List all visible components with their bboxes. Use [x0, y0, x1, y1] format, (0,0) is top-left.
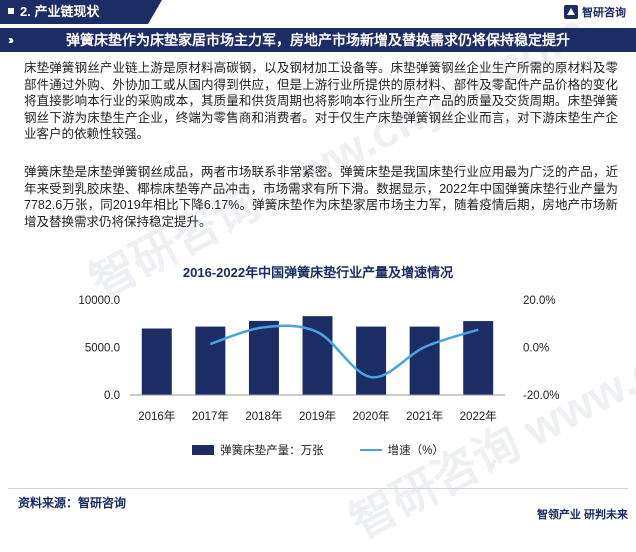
- y-right-tick-label: 0.0%: [523, 343, 549, 355]
- headline-text: 弹簧床垫作为床垫家居市场主力军，房地产市场新增及替换需求仍将保持稳定提升: [66, 32, 570, 48]
- x-tick-label: 2018年: [245, 409, 282, 423]
- chart-title: 2016-2022年中国弹簧床垫行业产量及增速情况: [182, 265, 454, 280]
- footer-slogan: 智领产业 研判未来: [536, 509, 628, 521]
- section-header: 2. 产业链现状 智研咨询: [0, 0, 636, 24]
- source-note: 资料来源：智研咨询: [18, 496, 127, 510]
- chevron-icon: ›››: [8, 33, 14, 47]
- growth-line: [209, 324, 479, 379]
- x-tick-label: 2016年: [138, 409, 175, 423]
- x-tick-label: 2022年: [460, 409, 497, 423]
- legend-label-growth: 增速（%）: [387, 445, 444, 457]
- y-left-tick-label: 0.0: [104, 390, 120, 402]
- production-growth-chart: 0.0 5000.0 10000.0 -20.0% 0.0% 20.0% 2016年 2017…: [78, 295, 559, 423]
- x-tick-label: 2019年: [299, 409, 336, 423]
- bar: [409, 326, 440, 395]
- paragraph-1: 床垫弹簧钢丝产业链上游是原材料高碳钢，以及钢材加工设备等。床垫弹簧钢丝企业生产所…: [24, 61, 618, 141]
- y-left-tick-label: 5000.0: [85, 343, 120, 355]
- y-left-tick-label: 10000.0: [78, 295, 120, 307]
- logo-icon: [564, 5, 578, 19]
- x-tick-label: 2017年: [192, 409, 229, 423]
- logo-text: 智研咨询: [582, 7, 626, 19]
- bar: [356, 326, 387, 395]
- bar: [141, 328, 172, 395]
- headline-banner: ››› 弹簧床垫作为床垫家居市场主力军，房地产市场新增及替换需求仍将保持稳定提升: [0, 28, 636, 52]
- bar: [248, 320, 279, 395]
- legend-item-line: 增速（%）: [359, 442, 444, 458]
- paragraph-2: 弹簧床垫是床垫弹簧钢丝成品，两者市场联系非常紧密。弹簧床垫是我国床垫行业应用最为…: [24, 165, 618, 229]
- y-right-tick-label: 20.0%: [523, 295, 556, 307]
- x-tick-label: 2021年: [406, 409, 443, 423]
- square-icon: [8, 8, 14, 14]
- legend-item-bar: 弹簧床垫产量：万张: [192, 442, 324, 458]
- legend-swatch-line: [359, 449, 382, 451]
- legend-label-production: 弹簧床垫产量：万张: [220, 445, 324, 457]
- section-title: 2. 产业链现状: [20, 4, 100, 19]
- chart-legend: 弹簧床垫产量：万张 增速（%）: [0, 442, 636, 458]
- x-tick-label: 2020年: [353, 409, 390, 423]
- bar: [195, 326, 226, 395]
- footer-divider: [8, 488, 628, 489]
- section-tab: 2. 产业链现状: [0, 0, 162, 24]
- y-right-tick-label: -20.0%: [523, 390, 559, 402]
- brand-logo: 智研咨询: [564, 4, 626, 20]
- legend-swatch-bar: [192, 445, 215, 455]
